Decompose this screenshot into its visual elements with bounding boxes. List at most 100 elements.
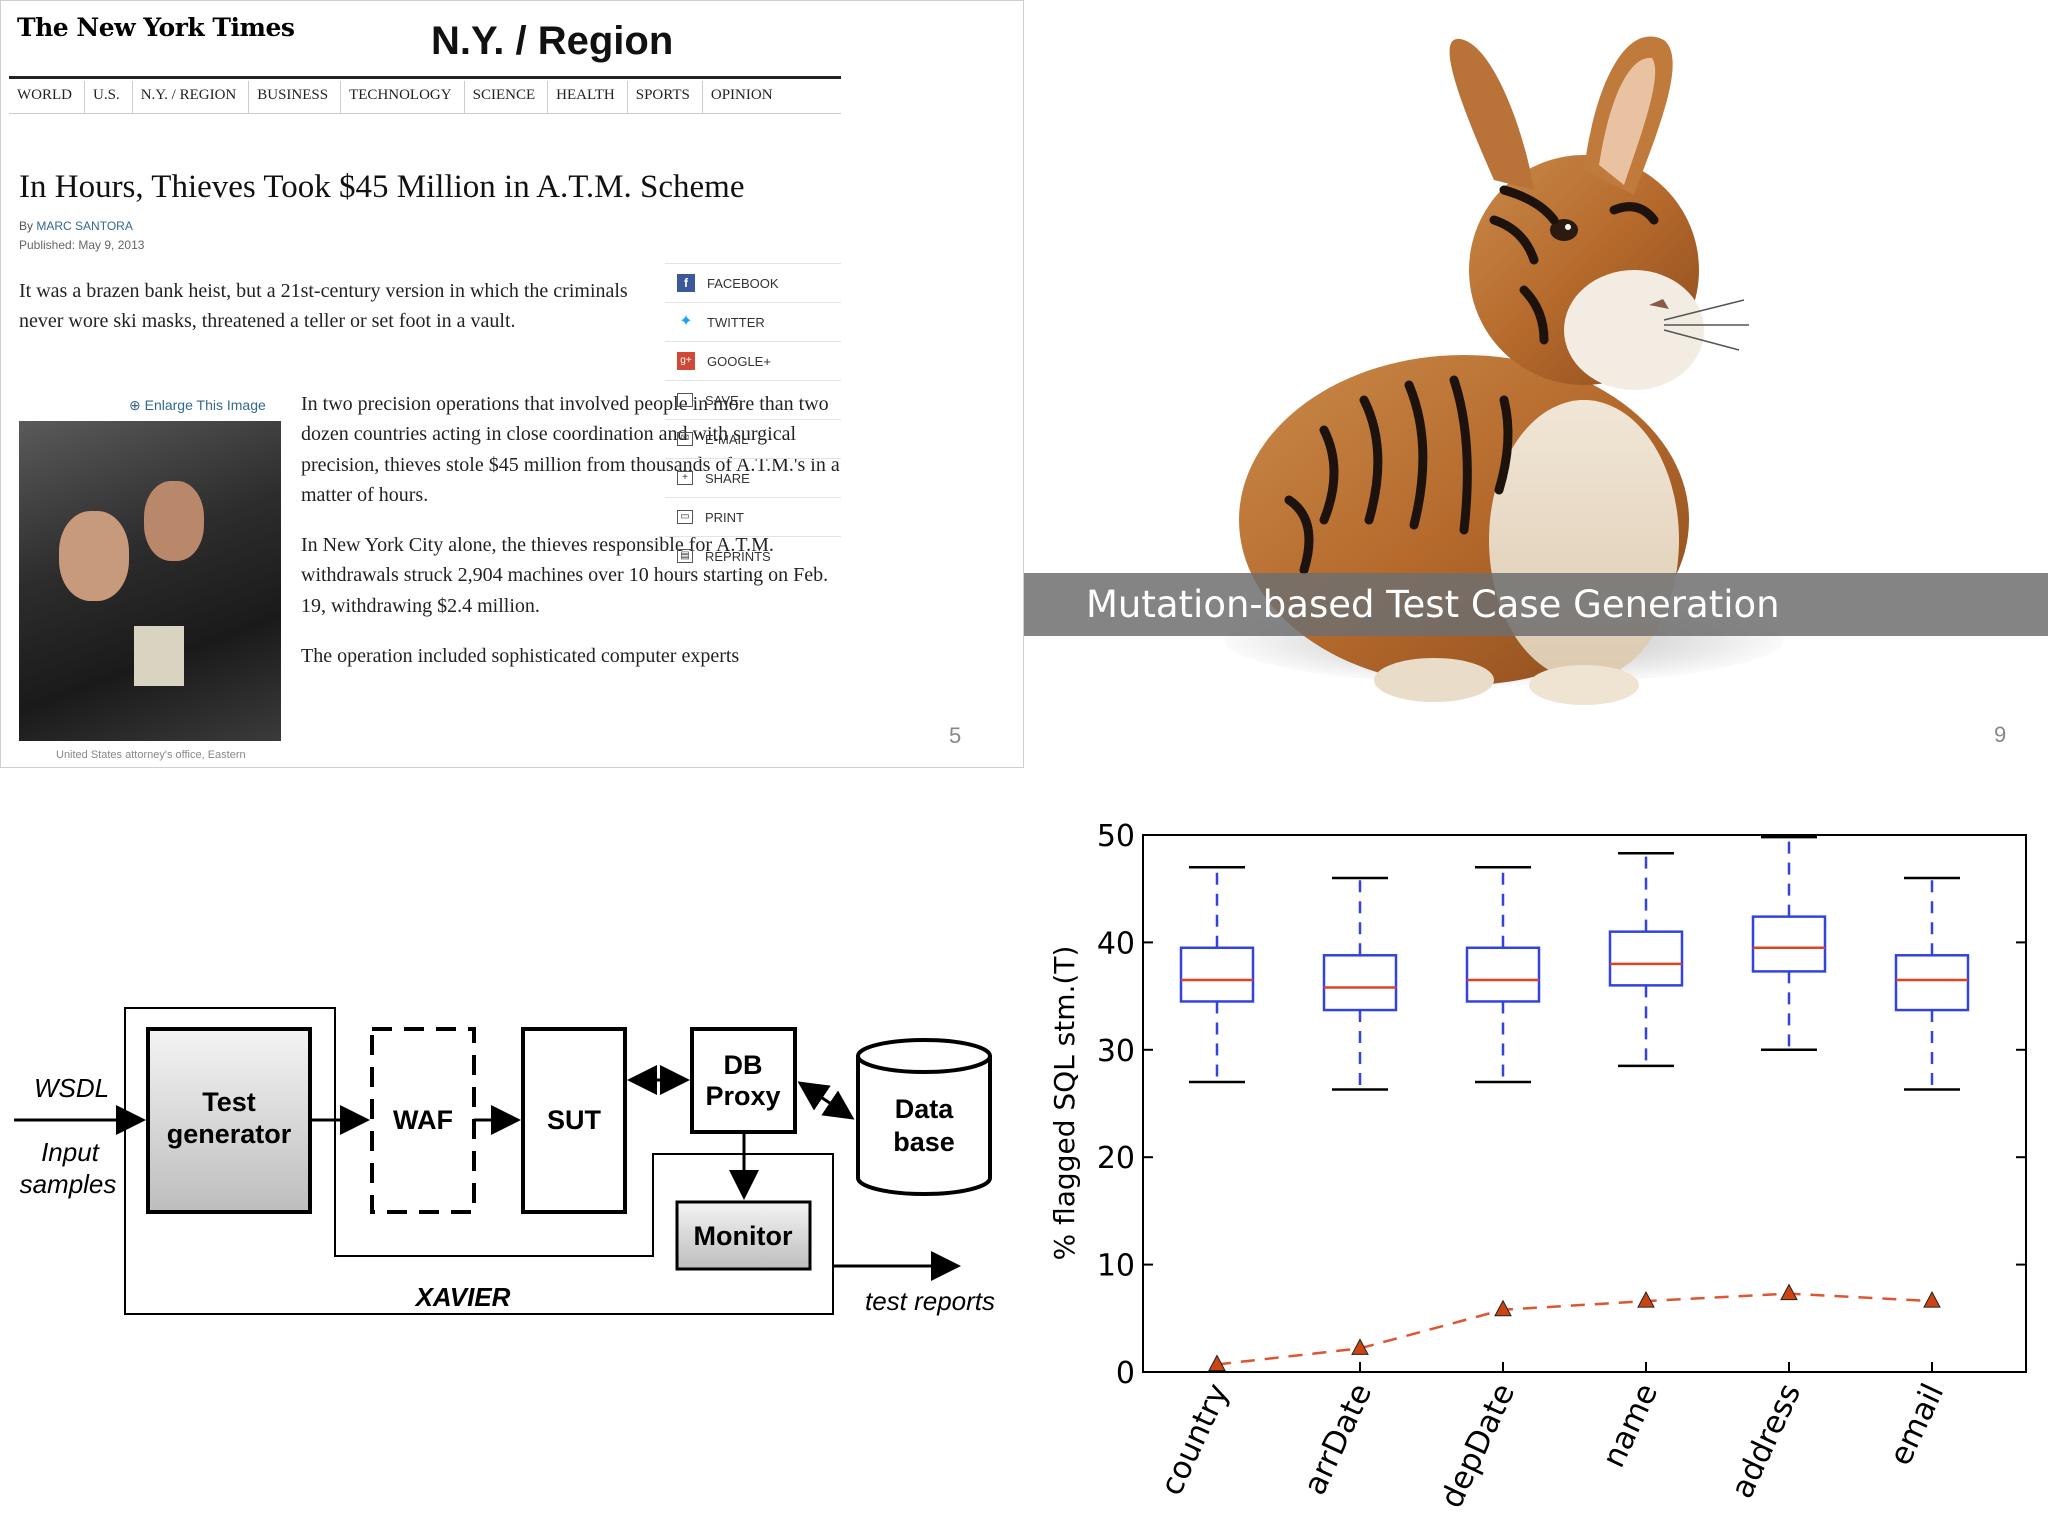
series-marker bbox=[1637, 1291, 1655, 1308]
proxy-db-arrow bbox=[797, 1081, 855, 1120]
magnify-icon: ⊕ bbox=[129, 397, 141, 413]
photo-cash-stack bbox=[134, 626, 184, 686]
chart-svg: % flagged SQL stm.(T) 0 10 20 30 40 50 country… bbox=[1048, 819, 2027, 1513]
share-label: PRINT bbox=[705, 509, 744, 525]
y-tick-label: 0 bbox=[1116, 1356, 1135, 1391]
author-link[interactable]: MARC SANTORA bbox=[36, 219, 133, 233]
x-tick-label: email bbox=[1882, 1378, 1951, 1471]
flagged-series-line bbox=[1216, 1292, 1933, 1366]
photo-caption: United States attorney's office, Eastern bbox=[56, 749, 246, 761]
boxplot-chart: % flagged SQL stm.(T) 0 10 20 30 40 50 country… bbox=[1024, 768, 2048, 1536]
share-label: SAVE bbox=[705, 392, 739, 408]
y-tick-label: 10 bbox=[1097, 1249, 1135, 1284]
y-axis-label: % flagged SQL stm.(T) bbox=[1048, 946, 1081, 1261]
share-share[interactable]: + SHARE bbox=[665, 458, 841, 497]
slide-number: 5 bbox=[949, 723, 962, 748]
x-tick-label: name bbox=[1595, 1378, 1665, 1473]
xavier-boundary bbox=[124, 1007, 834, 1315]
db-proxy-label-2: Proxy bbox=[705, 1081, 780, 1111]
nav-item-science[interactable]: SCIENCE bbox=[465, 81, 549, 113]
share-print[interactable]: ▭ PRINT bbox=[665, 497, 841, 536]
nav-item-sports[interactable]: SPORTS bbox=[628, 81, 703, 113]
x-tick-label: address bbox=[1724, 1378, 1808, 1504]
nyt-logo: The New York Times bbox=[17, 13, 295, 42]
article-slide: The New York Times N.Y. / Region WORLD U… bbox=[0, 0, 1024, 768]
nav-item-ny-region[interactable]: N.Y. / REGION bbox=[133, 81, 250, 113]
share-email[interactable]: ✉ E-MAIL bbox=[665, 419, 841, 458]
database-cylinder bbox=[856, 1038, 992, 1196]
nav-item-opinion[interactable]: OPINION bbox=[710, 87, 773, 103]
series-marker bbox=[1208, 1354, 1226, 1371]
share-save[interactable]: SAVE bbox=[665, 380, 841, 419]
share-label: GOOGLE+ bbox=[707, 353, 771, 369]
x-tick-label: country bbox=[1154, 1378, 1237, 1501]
nav-item-business[interactable]: BUSINESS bbox=[249, 81, 342, 113]
share-label: REPRINTS bbox=[705, 548, 771, 564]
test-generator-label-2: generator bbox=[167, 1119, 292, 1149]
x-tick-label: arrDate bbox=[1297, 1378, 1380, 1500]
monitor-label: Monitor bbox=[694, 1221, 793, 1251]
input-samples-label-2: samples bbox=[20, 1169, 117, 1199]
share-reprints[interactable]: ▤ REPRINTS bbox=[665, 536, 841, 575]
enlarge-image-link[interactable]: ⊕ Enlarge This Image bbox=[129, 397, 266, 414]
twitter-icon: ✦ bbox=[679, 313, 693, 330]
byline: By MARC SANTORA bbox=[19, 219, 133, 233]
article-body: In two precision operations that involve… bbox=[301, 389, 841, 691]
wsdl-label: WSDL bbox=[34, 1073, 109, 1103]
sut-label: SUT bbox=[547, 1105, 602, 1135]
body-paragraph-2: In New York City alone, the thieves resp… bbox=[301, 534, 829, 617]
article-photo[interactable] bbox=[19, 421, 281, 741]
sut-box bbox=[521, 1027, 627, 1214]
database-label-1: Data bbox=[895, 1094, 955, 1124]
nav-item-world[interactable]: WORLD bbox=[9, 81, 85, 113]
waf-box bbox=[370, 1027, 476, 1214]
nav-item-us[interactable]: U.S. bbox=[85, 81, 133, 113]
database-label-2: base bbox=[893, 1127, 955, 1157]
share-label: FACEBOOK bbox=[707, 275, 779, 291]
body-paragraph-3: The operation included sophisticated com… bbox=[301, 645, 740, 668]
nav-item-health[interactable]: HEALTH bbox=[548, 81, 628, 113]
series-marker bbox=[1351, 1338, 1369, 1355]
rabbit-slide: Mutation-based Test Case Generation 9 bbox=[1024, 0, 2048, 768]
db-proxy-label-1: DB bbox=[724, 1050, 763, 1080]
share-facebook[interactable]: f FACEBOOK bbox=[665, 263, 841, 302]
box-depDate bbox=[1465, 946, 1541, 1003]
tiger-rabbit-illustration bbox=[1239, 36, 1749, 705]
waf-label: WAF bbox=[393, 1105, 453, 1135]
share-label: TWITTER bbox=[707, 314, 765, 330]
facebook-icon: f bbox=[677, 274, 695, 292]
series-marker bbox=[1494, 1299, 1512, 1317]
diagram-svg: WSDL Input samples Test generator WAF SU… bbox=[14, 1007, 995, 1316]
monitor-box bbox=[675, 1200, 812, 1271]
share-twitter[interactable]: ✦ TWITTER bbox=[665, 302, 841, 341]
plot-frame bbox=[1142, 834, 2027, 1373]
architecture-diagram: WSDL Input samples Test generator WAF SU… bbox=[0, 768, 1024, 1536]
slide-number: 9 bbox=[1994, 722, 2007, 747]
y-tick-label: 20 bbox=[1097, 1141, 1135, 1176]
nav-item-technology[interactable]: TECHNOLOGY bbox=[341, 81, 465, 113]
x-tick-label: depDate bbox=[1434, 1378, 1523, 1513]
box-country bbox=[1179, 946, 1255, 1003]
published-date: Published: May 9, 2013 bbox=[19, 238, 145, 252]
xavier-label: XAVIER bbox=[414, 1282, 511, 1312]
share-google-plus[interactable]: g+ GOOGLE+ bbox=[665, 341, 841, 380]
nav-rule bbox=[9, 76, 841, 79]
print-icon: ▭ bbox=[677, 510, 693, 524]
series-marker bbox=[1923, 1291, 1941, 1308]
test-generator-label-1: Test bbox=[202, 1087, 256, 1117]
section-title: N.Y. / Region bbox=[431, 19, 674, 63]
slide-title-band: Mutation-based Test Case Generation bbox=[1024, 573, 2048, 636]
enlarge-label: Enlarge This Image bbox=[144, 397, 266, 413]
series-marker bbox=[1780, 1283, 1798, 1301]
article-headline: In Hours, Thieves Took $45 Million in A.… bbox=[19, 169, 745, 205]
email-icon: ✉ bbox=[677, 432, 693, 446]
input-samples-label-1: Input bbox=[41, 1137, 101, 1167]
box-name bbox=[1608, 930, 1684, 987]
lead-paragraph: It was a brazen bank heist, but a 21st-c… bbox=[19, 280, 628, 332]
photo-person-left bbox=[59, 511, 129, 601]
byline-prefix: By bbox=[19, 219, 34, 233]
share-label: E-MAIL bbox=[705, 431, 749, 447]
slide-title: Mutation-based Test Case Generation bbox=[1086, 583, 1780, 626]
test-reports-label: test reports bbox=[865, 1286, 995, 1316]
body-paragraph-1: In two precision operations that involve… bbox=[301, 393, 840, 506]
